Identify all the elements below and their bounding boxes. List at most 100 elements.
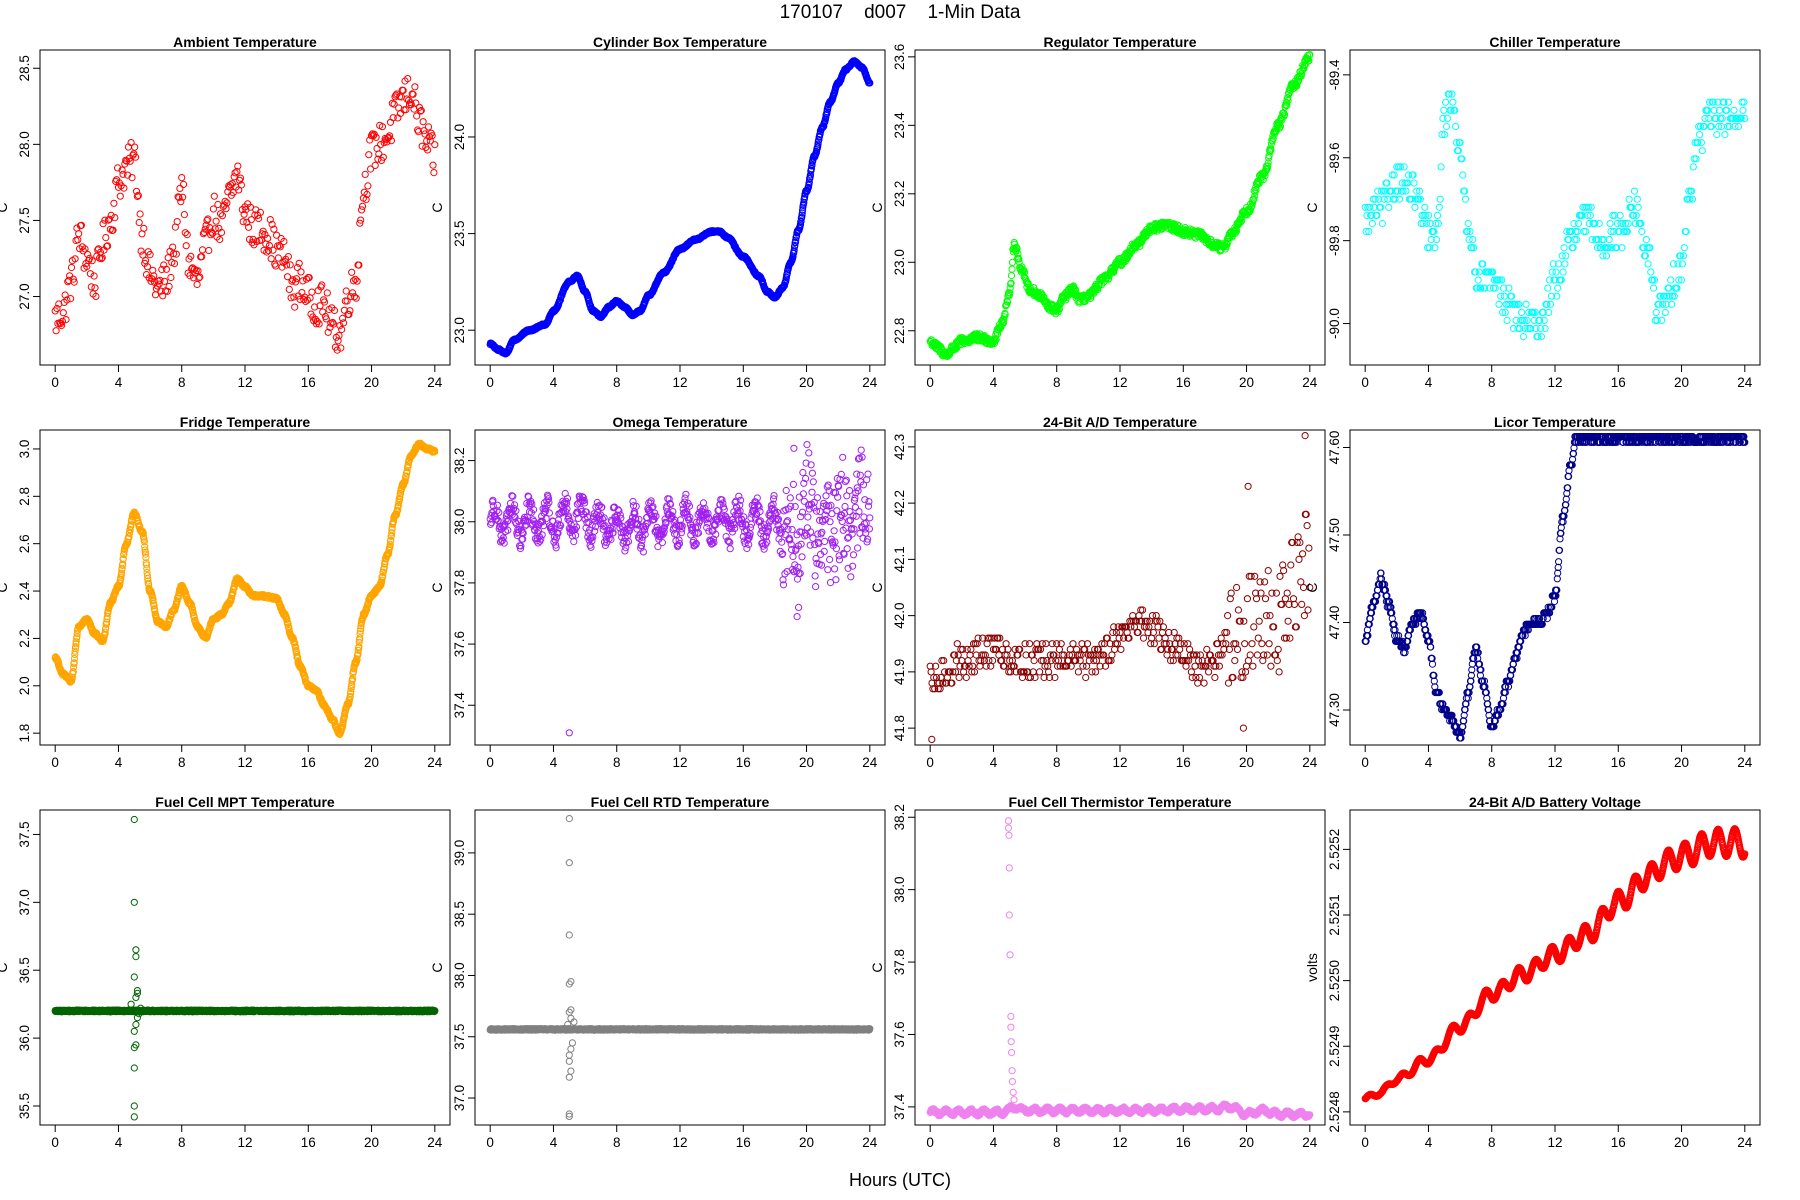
data-point <box>131 143 139 151</box>
data-point <box>81 245 89 253</box>
data-point <box>350 293 358 301</box>
data-point <box>122 156 130 164</box>
data-point <box>292 278 300 286</box>
data-point <box>1606 219 1614 228</box>
data-point <box>1713 131 1721 139</box>
data-point <box>295 259 303 267</box>
data-point <box>1698 147 1706 155</box>
data-point <box>308 288 316 296</box>
data-point <box>161 277 169 285</box>
data-point <box>132 187 141 195</box>
panel-title: Cylinder Box Temperature <box>593 34 767 50</box>
data-point <box>424 146 432 154</box>
data-point <box>1410 179 1418 187</box>
y-axis-label: C <box>1304 202 1320 212</box>
data-point <box>323 289 331 297</box>
data-point <box>204 215 212 223</box>
data-point <box>178 174 186 182</box>
x-tick-label: 20 <box>1239 375 1254 390</box>
data-point <box>198 246 207 254</box>
data-point <box>187 252 195 260</box>
panel-title: Regulator Temperature <box>1044 34 1197 50</box>
data-point <box>1024 280 1032 288</box>
data-point <box>275 241 283 250</box>
data-point <box>726 545 734 553</box>
data-point <box>1544 284 1552 292</box>
data-point <box>367 165 375 173</box>
y-tick-label: 3.0 <box>17 440 32 459</box>
data-point <box>278 263 286 271</box>
data-point <box>203 216 211 224</box>
x-tick-label: 0 <box>926 375 934 390</box>
data-point <box>265 242 273 250</box>
data-point <box>53 304 61 313</box>
y-tick-label: 2.6 <box>17 534 32 553</box>
data-point <box>1519 333 1528 341</box>
data-point <box>239 218 247 226</box>
data-point <box>245 223 253 231</box>
data-point <box>216 235 224 244</box>
data-point <box>339 319 348 327</box>
data-series <box>51 75 439 354</box>
data-point <box>1562 252 1570 260</box>
data-point <box>790 246 798 254</box>
data-point <box>1503 316 1511 324</box>
x-tick-label: 12 <box>672 755 687 770</box>
data-point <box>1561 260 1569 268</box>
data-point <box>109 226 117 234</box>
data-point <box>428 132 436 140</box>
data-point <box>155 280 163 288</box>
data-point <box>1421 203 1429 211</box>
data-point <box>179 193 187 201</box>
x-tick-label: 8 <box>613 375 621 390</box>
data-point <box>71 255 79 263</box>
data-point <box>358 202 367 210</box>
y-tick-label: 23.2 <box>892 181 907 207</box>
data-point <box>177 198 185 206</box>
data-point <box>180 211 188 219</box>
data-point <box>156 276 164 284</box>
data-point <box>90 272 98 280</box>
y-tick-label: 28.0 <box>17 131 32 157</box>
data-point <box>387 137 395 145</box>
data-point <box>139 251 147 259</box>
data-point <box>167 273 175 282</box>
data-point <box>364 182 372 190</box>
data-point <box>1008 258 1017 266</box>
data-point <box>182 242 190 250</box>
data-series <box>51 439 439 739</box>
data-point <box>587 543 595 551</box>
data-point <box>231 169 239 177</box>
data-point <box>362 195 370 204</box>
data-point <box>264 234 272 242</box>
data-point <box>202 221 210 229</box>
x-tick-label: 16 <box>1176 375 1191 390</box>
data-point <box>339 314 347 322</box>
data-point <box>70 278 78 286</box>
data-point <box>99 220 107 228</box>
data-series <box>1361 90 1749 341</box>
data-point <box>418 142 426 150</box>
data-point <box>316 302 324 310</box>
data-point <box>419 118 427 126</box>
data-point <box>126 157 134 165</box>
data-point <box>1730 106 1738 114</box>
data-point <box>128 174 136 182</box>
x-tick-label: 20 <box>1674 375 1689 390</box>
y-tick-label: 23.0 <box>892 249 907 275</box>
data-point <box>209 205 217 213</box>
data-point <box>132 153 140 161</box>
data-point <box>211 225 219 233</box>
data-series <box>486 441 874 737</box>
data-point <box>256 208 264 216</box>
x-tick-label: 24 <box>427 375 443 390</box>
data-point <box>69 275 77 283</box>
data-point <box>1461 195 1470 203</box>
data-point <box>348 268 356 276</box>
data-point <box>324 328 332 336</box>
x-tick-label: 24 <box>1302 375 1318 390</box>
y-tick-label: 23.4 <box>892 112 907 139</box>
y-axis-label: C <box>429 202 445 212</box>
